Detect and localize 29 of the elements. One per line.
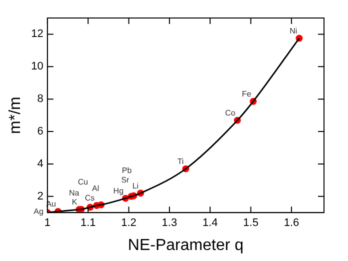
annotation: Li [132, 181, 139, 190]
y-axis-title: m*/m [7, 96, 24, 134]
x-tick-label: 1.2 [121, 217, 136, 230]
x-tick-label: 1.5 [243, 217, 258, 230]
y-tick-label: 4 [37, 158, 44, 170]
annotation: Ti [177, 157, 184, 166]
annotation: Cu [78, 177, 88, 186]
x-tick-label: 1.1 [80, 217, 96, 230]
annotation: Na [68, 188, 80, 198]
annotation: K [72, 198, 78, 207]
annotation: Sr [121, 176, 130, 185]
annotation: Hg [113, 186, 124, 196]
y-tick-label: 6 [37, 126, 44, 138]
annotation: Cs [84, 194, 95, 203]
x-tick-label: 1.4 [202, 217, 218, 230]
annotation: Al [92, 184, 100, 194]
annotation: Ni [290, 26, 298, 36]
annotation: Pb [122, 166, 132, 175]
annotation: Fe [242, 90, 252, 99]
y-tick-label: 10 [31, 60, 44, 73]
y-tick-label: 8 [37, 93, 44, 106]
x-tick-label: 1.6 [284, 217, 300, 230]
annotation: Co [225, 108, 236, 118]
x-tick-label: 1 [44, 217, 50, 230]
annotation: Ag [34, 206, 44, 216]
y-tick-label: 12 [31, 28, 44, 40]
y-tick-label: 2 [37, 190, 44, 202]
x-axis-title: NE-Parameter q [128, 236, 244, 254]
x-tick-label: 1.3 [162, 217, 178, 230]
